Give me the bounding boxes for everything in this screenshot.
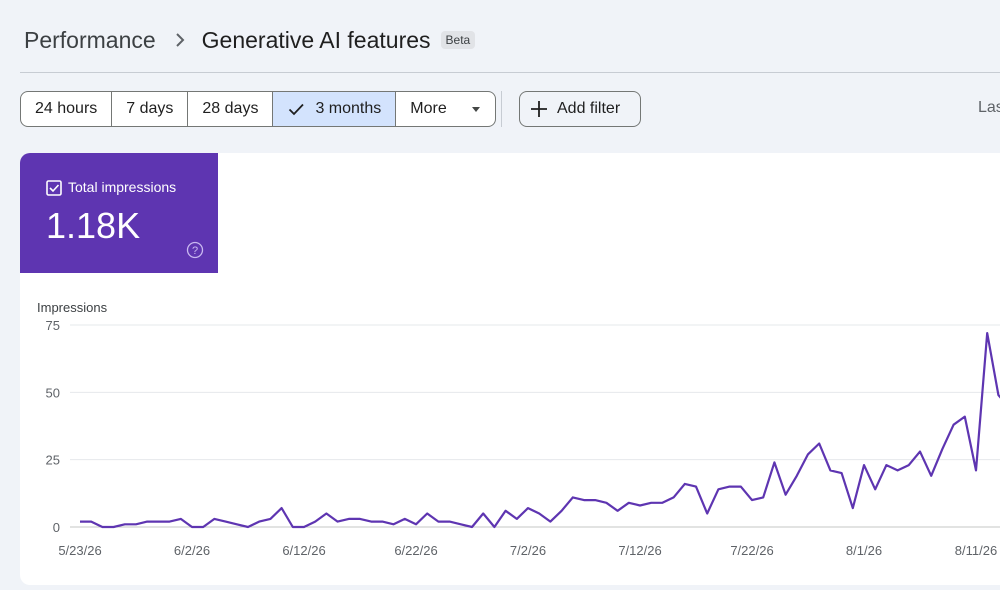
more-label: More [410, 100, 447, 117]
x-tick-label: 8/11/26 [955, 543, 997, 558]
x-tick-label: 7/22/26 [730, 543, 773, 558]
range-3-months-label: 3 months [315, 100, 382, 117]
add-filter-label: Add filter [557, 100, 621, 117]
x-tick-label: 6/2/26 [174, 543, 210, 558]
header-divider [20, 72, 1000, 73]
y-axis-title: Impressions [37, 300, 108, 315]
x-tick-label: 7/12/26 [618, 543, 661, 558]
y-tick-label: 50 [46, 385, 60, 400]
chevron-right-icon [175, 33, 185, 47]
x-tick-label: 7/2/26 [510, 543, 546, 558]
metric-label: Total impressions [68, 179, 177, 195]
performance-card: Total impressions 1.18K ? [20, 153, 1000, 585]
metric-value: 1.18K [46, 205, 141, 246]
range-7-days-button[interactable]: 7 days [111, 92, 187, 126]
checkbox-checked-icon[interactable] [46, 180, 62, 196]
x-tick-label: 6/12/26 [282, 543, 325, 558]
impressions-series-line [80, 332, 1000, 529]
range-3-months-button[interactable]: 3 months [272, 92, 396, 126]
y-tick-label: 0 [53, 520, 60, 535]
total-impressions-metric[interactable]: Total impressions 1.18K ? [20, 153, 218, 273]
svg-text:?: ? [192, 245, 198, 257]
x-tick-label: 5/23/26 [58, 543, 101, 558]
range-24-hours-button[interactable]: 24 hours [35, 100, 98, 117]
breadcrumb: Performance Generative AI features Beta [24, 22, 476, 58]
y-tick-label: 25 [46, 453, 60, 468]
range-28-days-button[interactable]: 28 days [187, 92, 272, 126]
last-updated-text: Las [978, 99, 1000, 116]
x-tick-label: 8/1/26 [846, 543, 882, 558]
y-tick-label: 75 [46, 318, 60, 333]
beta-badge: Beta [440, 31, 476, 49]
plus-icon [531, 101, 547, 117]
toolbar-separator [501, 91, 502, 127]
x-tick-label: 6/22/26 [394, 543, 437, 558]
more-ranges-dropdown[interactable]: More [395, 92, 494, 126]
page-title: Generative AI features [201, 26, 431, 53]
date-range-selector: 24 hours 7 days 28 days 3 months More [20, 91, 496, 127]
check-icon [289, 103, 305, 116]
caret-down-icon [471, 107, 480, 112]
breadcrumb-performance-link[interactable]: Performance [24, 26, 156, 53]
add-filter-button[interactable]: Add filter [519, 91, 641, 127]
help-circle-icon[interactable]: ? [186, 241, 204, 259]
